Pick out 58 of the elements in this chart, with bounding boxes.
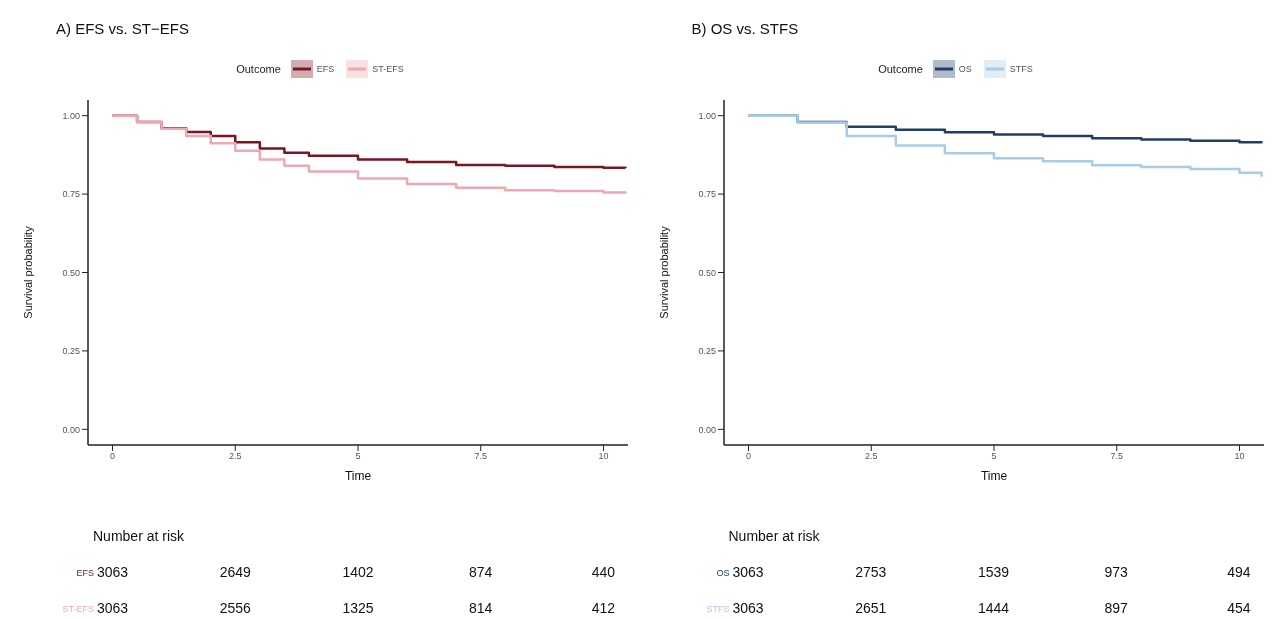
- x-tick-label: 2.5: [229, 451, 242, 462]
- x-tick-label: 7.5: [1109, 451, 1123, 462]
- x-tick-label: 10: [598, 451, 609, 462]
- y-tick-label: 0.50: [697, 267, 716, 278]
- text: 1444: [977, 600, 1010, 616]
- text: 3063: [732, 600, 764, 616]
- text: 897: [1104, 600, 1128, 616]
- text: 874: [469, 564, 493, 580]
- text: 412: [591, 600, 616, 616]
- text: Number at risk: [728, 528, 820, 544]
- text: 494: [1227, 564, 1251, 580]
- y-tick-label: 1.00: [697, 110, 716, 121]
- x-tick-label: 7.5: [474, 451, 487, 462]
- text: OS: [716, 568, 730, 578]
- text: 440: [591, 564, 616, 580]
- legend-label: STFS: [1009, 64, 1033, 74]
- y-tick-label: 0.25: [697, 346, 716, 357]
- y-axis-title: Survival probability: [21, 225, 34, 319]
- text: 454: [1227, 600, 1251, 616]
- text: 1539: [977, 564, 1010, 580]
- text: 1402: [342, 564, 374, 580]
- x-tick-label: 10: [1233, 451, 1244, 462]
- text: Number at risk: [93, 528, 185, 544]
- text: EFS: [76, 568, 95, 578]
- text: 973: [1104, 564, 1128, 580]
- text: 2753: [855, 564, 887, 580]
- text: 1325: [342, 600, 374, 616]
- y-tick-label: 0.00: [62, 424, 80, 435]
- text: 3063: [96, 564, 129, 580]
- x-tick-label: 0: [745, 451, 751, 462]
- text: 814: [469, 600, 493, 616]
- legend-label: ST-EFS: [372, 64, 404, 74]
- y-tick-label: 0.75: [62, 189, 80, 200]
- x-axis-title: Time: [344, 469, 372, 483]
- text: STFS: [706, 604, 730, 614]
- text: 2556: [219, 600, 251, 616]
- legend-label: EFS: [316, 64, 335, 74]
- chart-title: A) EFS vs. ST−EFS: [56, 20, 189, 37]
- legend-title: Outcome: [878, 63, 923, 75]
- y-tick-label: 0.25: [62, 346, 80, 357]
- text: 2649: [219, 564, 251, 580]
- x-tick-label: 5: [990, 451, 997, 462]
- y-tick-label: 0.75: [697, 189, 716, 200]
- text: 2651: [855, 600, 887, 616]
- legend-title: Outcome: [236, 63, 281, 75]
- chart-title: B) OS vs. STFS: [691, 20, 799, 37]
- x-axis-title: Time: [980, 469, 1007, 483]
- x-tick-label: 0: [110, 451, 116, 462]
- y-tick-label: 1.00: [62, 110, 80, 121]
- text: 3063: [96, 600, 129, 616]
- text: ST-EFS: [62, 604, 95, 614]
- y-tick-label: 0.50: [62, 267, 80, 278]
- y-axis-title: Survival probability: [657, 225, 670, 319]
- legend-label: OS: [958, 64, 972, 74]
- text: 3063: [732, 564, 764, 580]
- x-tick-label: 5: [355, 451, 361, 462]
- y-tick-label: 0.00: [697, 424, 716, 435]
- x-tick-label: 2.5: [864, 451, 878, 462]
